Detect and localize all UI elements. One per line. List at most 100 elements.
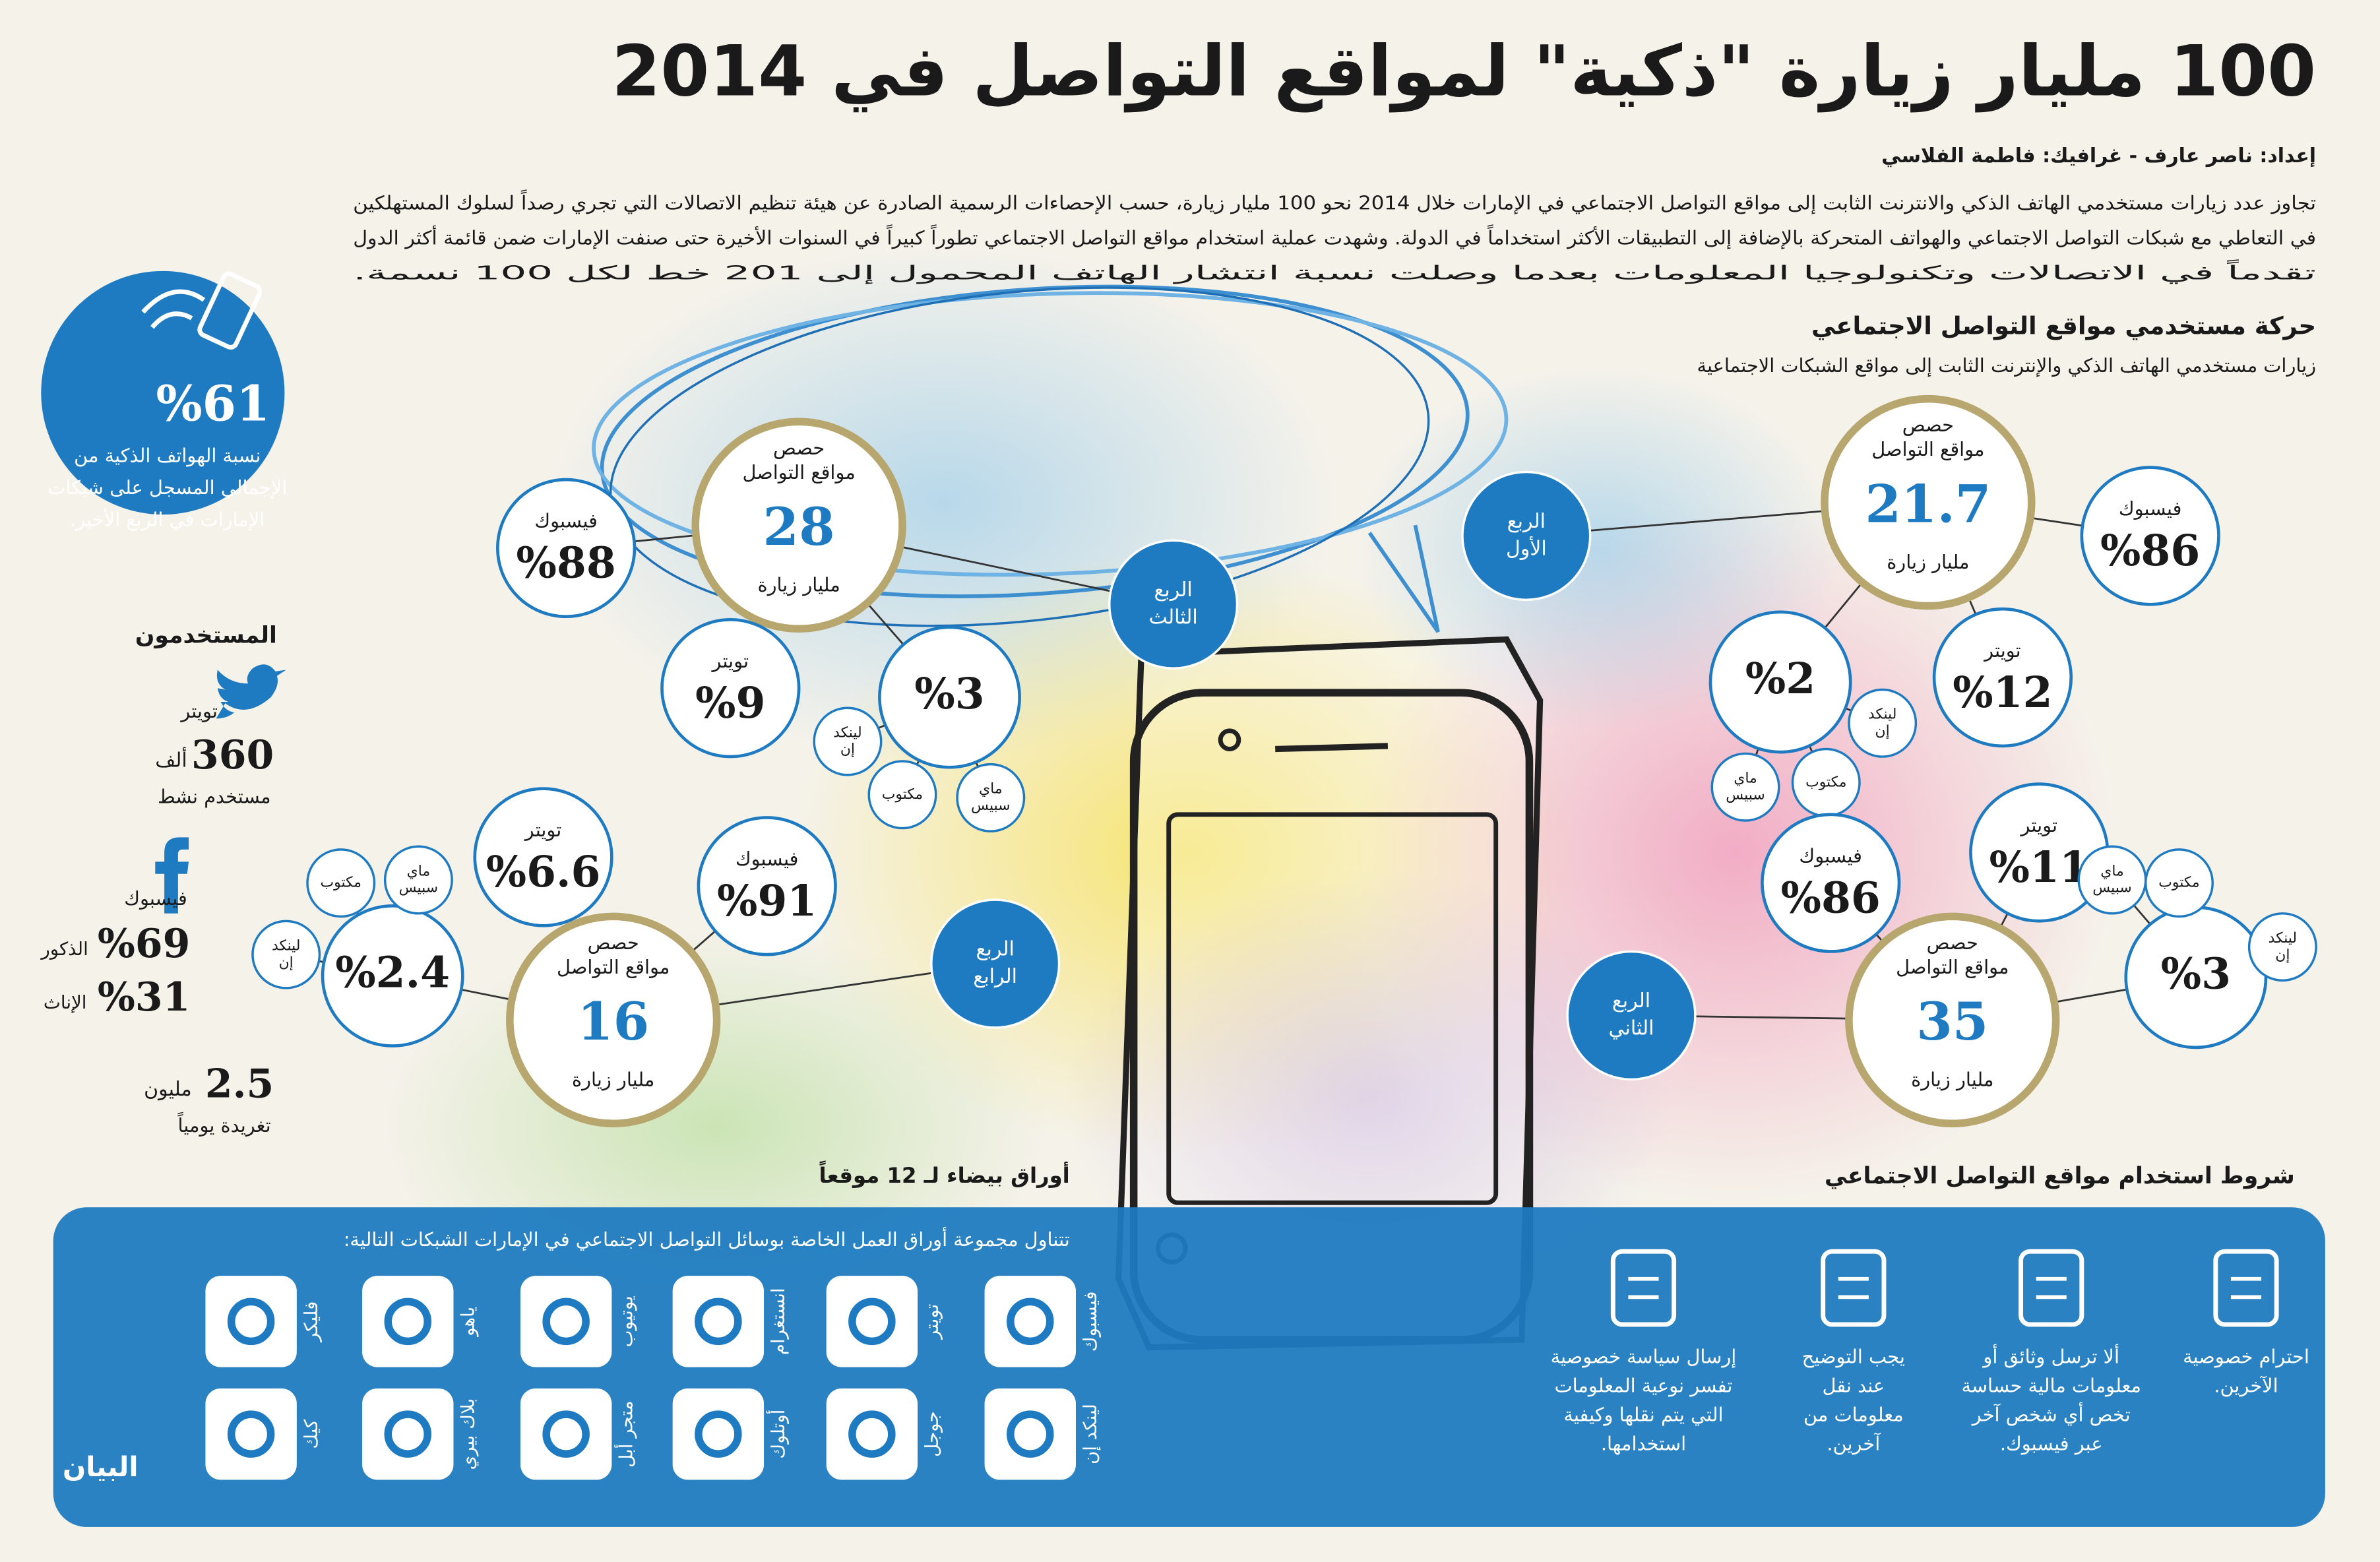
facebook-circle xyxy=(2080,466,2220,606)
condition-text: التي يتم نقلها وكيفية xyxy=(1563,1403,1723,1425)
site-icon-glyph xyxy=(848,1297,896,1346)
smartphone-caption: الإمارات في الربع الأخير. xyxy=(70,507,265,531)
credits: إعداد: ناصر عارف - غرافيك: فاطمة الفلاسي xyxy=(1881,144,2316,168)
site-icon-glyph xyxy=(227,1297,275,1346)
shares-circle xyxy=(1845,912,2060,1128)
twitter-share: %6.6 xyxy=(486,847,601,897)
conditions-title: شروط استخدام مواقع التواصل الاجتماعي xyxy=(1825,1163,2295,1189)
phone-screen xyxy=(1166,812,1499,1205)
twitter-name: تويتر xyxy=(179,700,218,722)
twitter-name: تويتر xyxy=(524,819,562,841)
quarter-label: الربع xyxy=(976,938,1015,961)
others-share: %3 xyxy=(2161,949,2231,999)
facebook-name: فيسبوك xyxy=(534,510,598,532)
twitter-circle xyxy=(473,787,613,927)
shares-value: 21.7 xyxy=(1865,473,1991,534)
shares-label: مواقع التواصل xyxy=(1896,956,2009,978)
white-papers-title: أوراق بيضاء لـ 12 موقعاً xyxy=(819,1160,1070,1188)
condition-text: عبر فيسبوك. xyxy=(2000,1432,2103,1454)
quarter-label: الرابع xyxy=(973,965,1017,988)
site-name: سبيس xyxy=(971,797,1011,814)
shares-unit: مليار زيارة xyxy=(572,1069,654,1091)
condition-text: استخدامها. xyxy=(1601,1432,1686,1454)
condition-text: إرسال سياسة خصوصية xyxy=(1551,1346,1737,1369)
twitter-name: تويتر xyxy=(711,650,749,672)
smartphone-caption: الإجمالي المسجل على شبكات xyxy=(47,476,287,499)
site-icon-glyph xyxy=(1007,1410,1054,1458)
site-icon xyxy=(362,1388,454,1480)
quarter-label: الربع xyxy=(1612,989,1650,1013)
section-subtitle: زيارات مستخدمي الهاتف الذكي والإنترنت ال… xyxy=(1697,354,2317,377)
site-icon-glyph xyxy=(227,1410,275,1458)
twitter-circle xyxy=(1932,607,2073,748)
shares-label: حصص xyxy=(1927,931,1978,954)
male-label: الذكور xyxy=(40,938,88,960)
site-name: ماي xyxy=(2100,863,2124,879)
site-name: سبيس xyxy=(1726,787,1765,803)
facebook-name: فيسبوك xyxy=(1799,844,1862,867)
site-label: جوجل xyxy=(921,1411,943,1456)
site-icon xyxy=(984,1388,1076,1480)
shares-label: حصص xyxy=(773,437,825,459)
site-label: تويتر xyxy=(921,1304,943,1340)
shares-value: 28 xyxy=(763,496,835,557)
phone-camera xyxy=(1218,728,1241,751)
male-share: %69 xyxy=(98,921,190,967)
facebook-share: %88 xyxy=(517,538,616,588)
condition-icon xyxy=(1610,1249,1677,1327)
site-label: كيك xyxy=(300,1419,322,1449)
others-circle xyxy=(321,904,464,1047)
condition-icon xyxy=(2213,1249,2279,1327)
others-share: %2.4 xyxy=(335,947,450,997)
facebook-name: فيسبوك xyxy=(736,848,799,870)
site-label: يوتيوب xyxy=(615,1296,637,1347)
facebook-icon xyxy=(155,837,189,914)
twitter-share: %11 xyxy=(1989,842,2089,892)
section-title: حركة مستخدمي مواقع التواصل الاجتماعي xyxy=(1811,312,2316,340)
site-icon-glyph xyxy=(542,1297,590,1346)
site-circle xyxy=(383,845,453,915)
site-icon xyxy=(520,1388,612,1480)
site-label: فيسبوك xyxy=(1079,1291,1101,1352)
shares-circle xyxy=(506,912,721,1128)
site-name: مكتوب xyxy=(1805,774,1846,790)
facebook-share: %91 xyxy=(717,876,817,926)
quarter-label: الثاني xyxy=(1609,1017,1654,1040)
site-icon-glyph xyxy=(542,1410,590,1458)
site-icon-glyph xyxy=(384,1410,432,1458)
twitter-caption: مستخدم نشط xyxy=(158,785,271,807)
site-icon xyxy=(672,1388,765,1480)
condition-text: تفسر نوعية المعلومات xyxy=(1554,1375,1732,1397)
condition-icon xyxy=(2019,1249,2084,1327)
intro-line: تجاوز عدد زيارات مستخدمي الهاتف الذكي وا… xyxy=(353,189,2316,214)
speech-bubble xyxy=(592,284,1509,633)
site-label: لينكد إن xyxy=(1079,1404,1101,1464)
others-circle xyxy=(878,625,1021,769)
logo: البيان xyxy=(63,1451,139,1483)
intro-line: في التعاطي مع شبكات التواصل الاجتماعي وا… xyxy=(353,224,2316,249)
twitter-users: 360 xyxy=(191,732,274,778)
twitter-unit: ألف xyxy=(155,746,187,772)
facebook-name: فيسبوك xyxy=(2119,497,2182,520)
condition-text: ألا ترسل وثائق أو xyxy=(1982,1344,2119,1368)
site-icon xyxy=(672,1276,765,1367)
phone-speaker xyxy=(1275,743,1389,753)
site-name: سبيس xyxy=(399,880,439,896)
twitter-circle xyxy=(660,618,801,759)
smartphone-circle xyxy=(41,270,285,515)
site-name: إن xyxy=(2275,947,2290,963)
site-icon xyxy=(826,1388,918,1480)
facebook-circle xyxy=(697,816,837,956)
site-name: سبيس xyxy=(2092,880,2132,896)
scribble xyxy=(592,291,1509,577)
site-icon-glyph xyxy=(695,1410,742,1458)
others-share: %2 xyxy=(1745,654,1815,704)
phone-icon xyxy=(197,271,263,350)
smartphone-caption: نسبة الهواتف الذكية من xyxy=(74,444,261,466)
site-name: لينكد xyxy=(833,724,861,741)
female-label: الإناث xyxy=(44,991,87,1013)
condition-text: آخرين. xyxy=(1827,1432,1881,1454)
site-name: إن xyxy=(279,954,294,971)
shares-unit: مليار زيارة xyxy=(1887,551,1969,573)
condition-text: تخص أي شخص آخر xyxy=(1971,1401,2131,1425)
